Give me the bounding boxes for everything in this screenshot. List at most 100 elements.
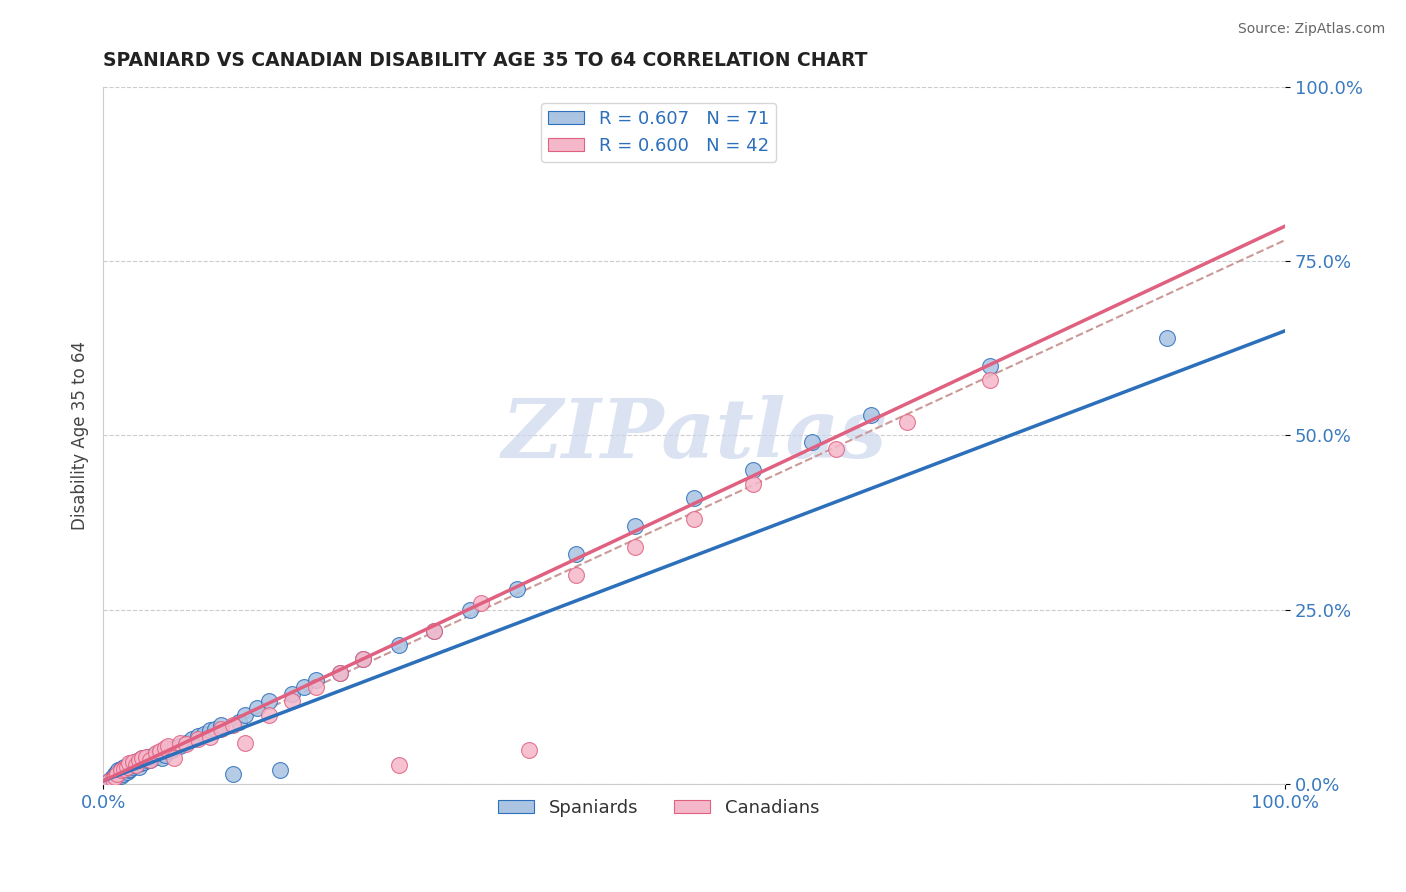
- Point: [896, 415, 918, 429]
- Point: [98, 773, 121, 788]
- Point: [115, 760, 138, 774]
- Point: [352, 652, 374, 666]
- Point: [118, 764, 141, 778]
- Point: [131, 751, 153, 765]
- Point: [121, 755, 143, 769]
- Point: [825, 442, 848, 457]
- Point: [150, 751, 173, 765]
- Point: [624, 519, 647, 533]
- Point: [101, 771, 124, 785]
- Text: ZIPatlas: ZIPatlas: [502, 395, 887, 475]
- Point: [160, 742, 183, 756]
- Point: [120, 762, 142, 776]
- Point: [145, 749, 167, 764]
- Point: [292, 680, 315, 694]
- Point: [979, 359, 1001, 373]
- Point: [169, 735, 191, 749]
- Point: [624, 540, 647, 554]
- Point: [115, 760, 138, 774]
- Point: [149, 744, 172, 758]
- Point: [135, 753, 157, 767]
- Point: [187, 729, 209, 743]
- Point: [121, 760, 143, 774]
- Point: [139, 753, 162, 767]
- Point: [180, 732, 202, 747]
- Point: [233, 707, 256, 722]
- Point: [142, 751, 165, 765]
- Point: [145, 746, 167, 760]
- Point: [222, 767, 245, 781]
- Point: [110, 762, 132, 776]
- Point: [110, 764, 132, 779]
- Point: [125, 756, 148, 771]
- Point: [112, 762, 135, 776]
- Point: [139, 753, 162, 767]
- Point: [135, 749, 157, 764]
- Point: [860, 408, 883, 422]
- Point: [148, 746, 170, 760]
- Point: [257, 707, 280, 722]
- Point: [110, 769, 132, 783]
- Point: [565, 547, 588, 561]
- Point: [801, 435, 824, 450]
- Point: [129, 756, 152, 771]
- Point: [100, 772, 122, 786]
- Point: [163, 751, 186, 765]
- Point: [121, 756, 143, 771]
- Point: [187, 732, 209, 747]
- Point: [388, 757, 411, 772]
- Point: [128, 760, 150, 774]
- Point: [388, 638, 411, 652]
- Text: SPANIARD VS CANADIAN DISABILITY AGE 35 TO 64 CORRELATION CHART: SPANIARD VS CANADIAN DISABILITY AGE 35 T…: [103, 51, 868, 70]
- Point: [1156, 331, 1178, 345]
- Point: [305, 680, 328, 694]
- Point: [157, 744, 180, 758]
- Point: [742, 477, 765, 491]
- Point: [112, 764, 135, 778]
- Point: [979, 373, 1001, 387]
- Point: [174, 735, 197, 749]
- Point: [104, 771, 127, 785]
- Point: [118, 757, 141, 772]
- Point: [204, 722, 226, 736]
- Point: [328, 665, 350, 680]
- Point: [153, 741, 176, 756]
- Point: [104, 769, 127, 783]
- Point: [98, 773, 121, 788]
- Y-axis label: Disability Age 35 to 64: Disability Age 35 to 64: [72, 341, 89, 530]
- Point: [193, 727, 215, 741]
- Point: [105, 771, 128, 785]
- Point: [128, 753, 150, 767]
- Point: [305, 673, 328, 687]
- Point: [105, 767, 128, 781]
- Point: [115, 764, 138, 779]
- Text: Source: ZipAtlas.com: Source: ZipAtlas.com: [1237, 22, 1385, 37]
- Point: [136, 749, 159, 764]
- Point: [131, 751, 153, 765]
- Point: [233, 735, 256, 749]
- Point: [269, 764, 291, 778]
- Point: [458, 603, 481, 617]
- Point: [118, 756, 141, 771]
- Point: [683, 491, 706, 506]
- Point: [169, 739, 191, 753]
- Point: [112, 760, 135, 774]
- Point: [742, 463, 765, 477]
- Point: [222, 718, 245, 732]
- Point: [423, 624, 446, 638]
- Point: [281, 687, 304, 701]
- Point: [105, 764, 128, 779]
- Legend: Spaniards, Canadians: Spaniards, Canadians: [491, 792, 827, 824]
- Point: [101, 772, 124, 786]
- Point: [209, 722, 232, 736]
- Point: [328, 665, 350, 680]
- Point: [124, 757, 146, 772]
- Point: [198, 730, 221, 744]
- Point: [125, 757, 148, 772]
- Point: [246, 700, 269, 714]
- Point: [157, 739, 180, 753]
- Point: [107, 764, 129, 778]
- Point: [470, 596, 492, 610]
- Point: [104, 767, 127, 781]
- Point: [517, 742, 540, 756]
